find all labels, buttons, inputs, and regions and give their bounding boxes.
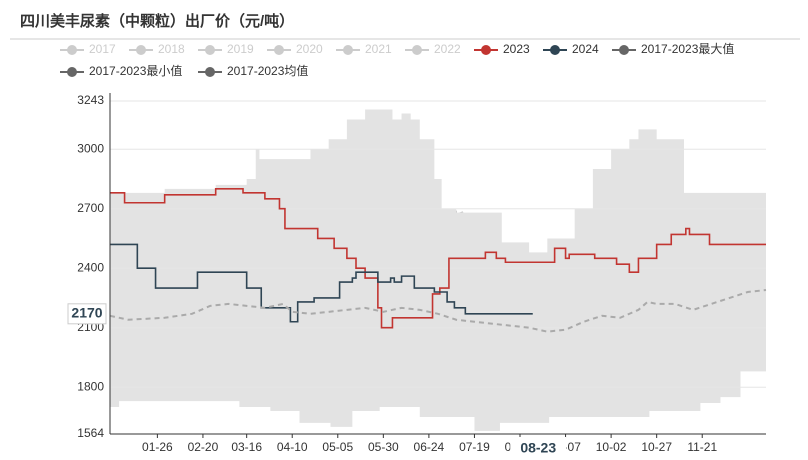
- y-tick-label: 3000: [77, 141, 104, 155]
- legend-label: 2019: [227, 42, 254, 56]
- x-tick-label: 07-19: [459, 440, 490, 454]
- x-tick-label: 02-20: [188, 440, 219, 454]
- x-tick-label: 04-10: [277, 440, 308, 454]
- chart-title: 四川美丰尿素（中颗粒）出厂价（元/吨）: [20, 12, 294, 30]
- x-tick-label: 11-21: [687, 440, 717, 454]
- y-tick-label: 2400: [77, 260, 104, 274]
- band-upper: [110, 109, 766, 434]
- x-tick-label: 10-02: [596, 440, 627, 454]
- legend-icon-dot: [412, 45, 422, 55]
- legend-label: 2017-2023均值: [227, 63, 308, 78]
- x-tick-label: 10-27: [641, 440, 672, 454]
- legend-icon-dot: [550, 45, 560, 55]
- pointer-x-label: 08-23: [520, 440, 556, 456]
- x-tick-label: 05-05: [322, 440, 353, 454]
- legend-icon-dot: [205, 67, 215, 77]
- series-line: [110, 243, 533, 323]
- pointer-x-box: [510, 437, 567, 459]
- legend-label: 2017: [89, 42, 116, 56]
- legend-icon-dot: [67, 67, 77, 77]
- pointer-y-box: [67, 303, 107, 325]
- legend-icon-dot: [136, 45, 146, 55]
- legend-icon-dot: [343, 45, 353, 55]
- x-tick-label: 06-24: [414, 440, 445, 454]
- series-line: [109, 289, 767, 333]
- legend-label: 2018: [158, 42, 185, 56]
- legend-label: 2021: [365, 42, 392, 56]
- x-tick-label: 03-16: [231, 440, 262, 454]
- legend-label: 2023: [503, 42, 530, 56]
- legend-icon-dot: [205, 45, 215, 55]
- legend-icon-dot: [619, 45, 629, 55]
- legend-label: 2017-2023最大值: [641, 41, 734, 56]
- legend-icon-dot: [67, 45, 77, 55]
- y-tick-label: 2700: [77, 201, 104, 215]
- band-lower: [110, 371, 766, 434]
- y-tick-label: 1800: [77, 379, 104, 393]
- legend-icon-dot: [481, 45, 491, 55]
- x-tick-label: 01-26: [142, 440, 173, 454]
- legend-label: 2022: [434, 42, 461, 56]
- legend-label: 2020: [296, 42, 323, 56]
- legend-label: 2024: [572, 42, 599, 56]
- y-tick-label: 3243: [77, 93, 104, 107]
- legend-label: 2017-2023最小值: [89, 63, 182, 78]
- x-tick-label: 05-30: [368, 440, 399, 454]
- series-line: [110, 188, 766, 329]
- pointer-y-label: 2170: [71, 305, 102, 321]
- legend-icon-dot: [274, 45, 284, 55]
- y-tick-label: 1564: [77, 426, 104, 440]
